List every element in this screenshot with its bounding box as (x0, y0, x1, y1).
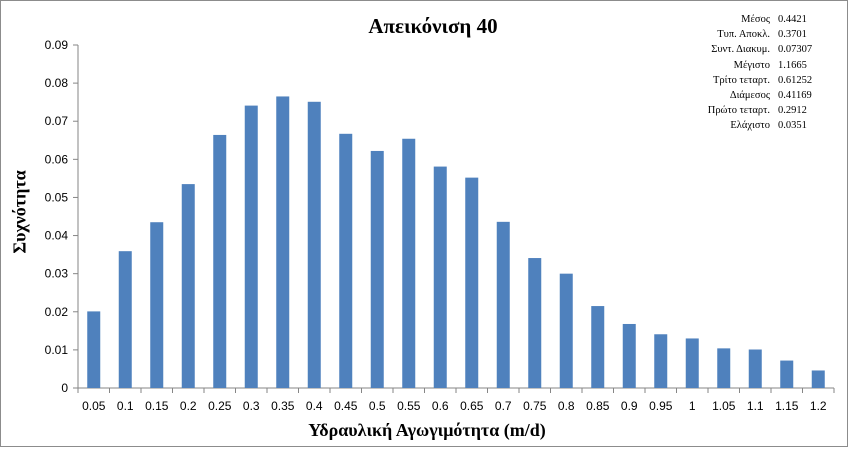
stat-label: Διάμεσος (729, 90, 770, 102)
stat-label: Ελάχιστο (730, 120, 770, 132)
y-tick-label: 0.01 (45, 343, 69, 357)
y-tick-label: 0.06 (45, 152, 69, 166)
x-tick-label: 0.85 (586, 399, 610, 413)
x-tick-label: 1 (689, 399, 696, 413)
stat-value: 0.2912 (778, 105, 807, 117)
stat-value: 1.1665 (778, 59, 807, 71)
y-tick-label: 0.04 (45, 229, 69, 243)
histogram-bar (339, 133, 353, 388)
x-tick-label: 0.5 (369, 399, 386, 413)
y-tick-label: 0.08 (45, 76, 69, 90)
histogram-bar (370, 150, 384, 388)
x-tick-label: 0.05 (82, 399, 106, 413)
histogram-bar (654, 334, 668, 388)
x-tick-label: 0.25 (208, 399, 232, 413)
stat-value: 0.0351 (778, 120, 807, 132)
x-tick-label: 0.4 (306, 399, 323, 413)
x-tick-label: 1.05 (712, 399, 736, 413)
histogram-bar (213, 134, 227, 388)
y-tick-label: 0.05 (45, 190, 69, 204)
y-tick-label: 0.09 (45, 38, 69, 52)
histogram-bar (87, 311, 101, 388)
histogram-bar (118, 251, 132, 388)
histogram-bar (496, 221, 510, 388)
histogram-bar (780, 360, 794, 388)
histogram-bar (181, 184, 195, 388)
x-tick-label: 1.1 (747, 399, 764, 413)
stat-row: Τυπ. Αποκλ. 0.3701 (640, 27, 812, 42)
chart-title: Απεικόνιση 40 (368, 14, 498, 38)
x-tick-label: 0.7 (495, 399, 512, 413)
histogram-bar (150, 222, 164, 388)
histogram-bar (622, 323, 636, 388)
stat-label: Συντ. Διακυμ. (711, 44, 770, 56)
statistics-table: Μέσος 0.4421 Τυπ. Αποκλ. 0.3701 Συντ. Διακυμ… (640, 12, 812, 134)
x-tick-label: 0.2 (180, 399, 197, 413)
stat-value: 0.4421 (778, 14, 807, 25)
x-tick-label: 1.2 (810, 399, 827, 413)
y-tick-label: 0.02 (45, 305, 69, 319)
histogram-bar (433, 166, 447, 388)
x-tick-label: 0.65 (460, 399, 484, 413)
histogram-bar (465, 177, 479, 388)
x-tick-label: 0.8 (558, 399, 575, 413)
histogram-bar (244, 105, 258, 388)
x-tick-label: 0.6 (432, 399, 449, 413)
stat-value: 0.3701 (778, 29, 807, 41)
histogram-bar (276, 96, 290, 388)
x-tick-label: 0.55 (397, 399, 421, 413)
x-tick-label: 0.35 (271, 399, 295, 413)
stat-label: Πρώτο τεταρτ. (707, 105, 770, 117)
x-tick-label: 0.45 (334, 399, 358, 413)
histogram-bar (528, 258, 542, 388)
y-tick-label: 0.03 (45, 267, 69, 281)
histogram-bar (402, 138, 416, 388)
stat-value: 0.41169 (778, 90, 812, 102)
stat-label: Μέσος (741, 14, 770, 25)
y-tick-label: 0.07 (45, 114, 69, 128)
stat-label: Τρίτο τεταρτ. (712, 74, 770, 86)
x-tick-label: 0.75 (523, 399, 547, 413)
stat-row: Διάμεσος 0.41169 (640, 88, 812, 103)
x-tick-label: 1.15 (775, 399, 799, 413)
x-axis-label: Υδραυλική Αγωγιμότητα (m/d) (308, 420, 546, 440)
stat-label: Μέγιστο (733, 59, 770, 71)
histogram-bar (591, 306, 605, 388)
stat-value: 0.61252 (778, 74, 813, 86)
x-tick-label: 0.3 (243, 399, 260, 413)
histogram-bar (748, 349, 762, 388)
x-tick-label: 0.15 (145, 399, 169, 413)
stat-row: Μέσος 0.4421 (640, 12, 812, 27)
x-tick-label: 0.95 (649, 399, 673, 413)
histogram-bar (307, 101, 321, 388)
histogram-bar (559, 273, 573, 388)
stat-row: Πρώτο τεταρτ. 0.2912 (640, 103, 812, 118)
x-tick-label: 0.1 (117, 399, 134, 413)
stat-row: Ελάχιστο 0.0351 (640, 118, 812, 133)
stat-row: Μέγιστο 1.1665 (640, 58, 812, 73)
stat-row: Συντ. Διακυμ. 0.07307 (640, 42, 812, 57)
histogram-bar (685, 338, 699, 388)
histogram-bar (811, 370, 825, 388)
stat-value: 0.07307 (778, 44, 813, 56)
statistics-box: Μέσος 0.4421 Τυπ. Αποκλ. 0.3701 Συντ. Διακυμ… (640, 12, 812, 134)
y-tick-label: 0 (61, 381, 68, 395)
stat-row: Τρίτο τεταρτ. 0.61252 (640, 73, 812, 88)
x-tick-label: 0.9 (621, 399, 638, 413)
histogram-bar (717, 348, 731, 388)
stat-label: Τυπ. Αποκλ. (717, 29, 770, 41)
